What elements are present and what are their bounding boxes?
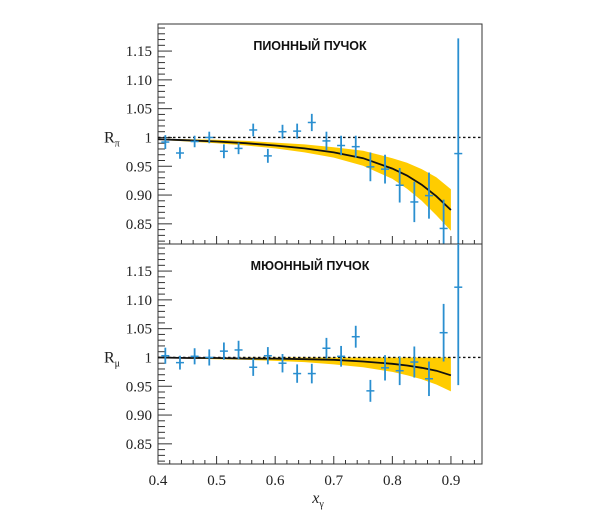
data-point [322,337,331,359]
data-point [454,38,463,244]
y-tick-label: 0.90 [126,408,152,424]
x-axis-label-main: x [311,490,319,507]
data-point [424,361,433,397]
data-point [263,347,272,365]
data-point [337,135,346,156]
y-tick-label: 0.95 [126,159,152,175]
data-point [263,148,272,163]
data-point [439,303,448,362]
data-point [366,152,375,182]
x-axis: 0.4 0.5 0.6 0.7 0.8 0.9 xγ [149,473,461,510]
y-tick-label: 1.15 [126,264,152,280]
x-axis-label: xγ [311,490,324,510]
data-point [278,354,287,373]
fit-curve [157,356,452,377]
data-point [322,131,331,151]
data-point [234,142,243,155]
plot-frame [157,243,483,465]
data-point [410,346,419,378]
data-point [410,181,419,223]
data-point [351,325,360,348]
data-point [307,113,316,132]
data-points [161,38,463,244]
data-point [381,154,390,184]
x-tick-label: 0.7 [324,473,343,489]
y-axis-label: Rπ [104,129,120,149]
uncertainty-band [158,138,451,231]
x-tick-label: 0.4 [149,473,168,489]
y-tick-label: 1.05 [126,102,152,118]
x-tick-label: 0.9 [442,473,461,489]
data-point [161,135,170,149]
data-point [249,358,258,376]
uncertainty-band [158,357,451,392]
data-point [190,348,199,365]
data-point [175,147,184,159]
y-axis-label-main: R [104,349,115,366]
data-point [307,363,316,384]
data-point [234,340,243,360]
data-point [366,379,375,402]
data-point [395,356,404,386]
y-tick-label: 1 [145,350,153,366]
data-point [249,123,258,137]
data-point [351,135,360,158]
y-axis-label-subscript: π [115,138,120,149]
x-tick-label: 0.5 [207,473,226,489]
data-point [190,135,199,148]
data-point [175,355,184,370]
y-tick-label: 0.90 [126,188,152,204]
y-tick-label: 1.10 [126,73,152,89]
y-tick-label: 1.05 [126,322,152,338]
data-point [395,167,404,203]
y-axis-label-main: R [104,129,115,146]
x-tick-label: 0.8 [383,473,402,489]
y-tick-label: 1 [145,130,153,146]
x-axis-label-subscript: γ [318,499,324,510]
data-point [293,123,302,139]
panel-pion-beam: 0.85 0.90 0.95 1 1.05 1.10 1.15 Rπ ПИОННЫЙ ПУЧОК [104,23,483,245]
y-axis-label-subscript: μ [115,358,120,369]
y-tick-label: 0.85 [126,437,152,453]
y-axis-label: Rμ [104,349,120,369]
y-tick-label: 1.15 [126,44,152,60]
data-point [454,244,463,386]
data-point [205,131,214,144]
data-point [439,199,448,244]
data-point [205,349,214,366]
y-tick-label: 0.85 [126,217,152,233]
panel-title: ПИОННЫЙ ПУЧОК [253,38,367,53]
y-tick-label: 1.10 [126,293,152,309]
x-tick-label: 0.6 [266,473,285,489]
panel-title: МЮОННЫЙ ПУЧОК [251,258,370,273]
data-point [337,345,346,367]
panel-muon-beam: 0.85 0.90 0.95 1 1.05 1.10 1.15 Rμ МЮОННЫЙ ПУЧОК [104,243,483,465]
data-point [161,347,170,364]
data-point [219,342,228,360]
data-point [219,144,228,159]
fit-curve [157,138,452,211]
data-point [278,124,287,139]
data-point [293,364,302,383]
y-tick-label: 0.95 [126,379,152,395]
data-points [161,244,463,402]
data-point [381,355,390,381]
data-point [424,172,433,219]
